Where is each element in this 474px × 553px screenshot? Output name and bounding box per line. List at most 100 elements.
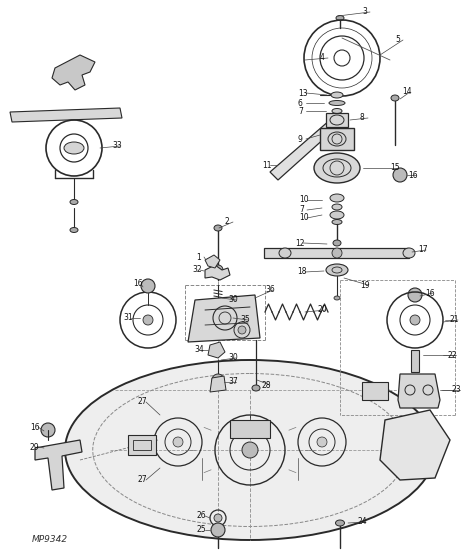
Polygon shape	[380, 410, 450, 480]
Text: 30: 30	[228, 353, 238, 363]
Text: 16: 16	[30, 422, 40, 431]
Ellipse shape	[314, 153, 360, 183]
Text: 32: 32	[192, 265, 201, 274]
Text: 13: 13	[298, 88, 308, 97]
Bar	[326, 113, 348, 127]
Text: 2: 2	[225, 217, 230, 227]
Text: 17: 17	[418, 246, 428, 254]
Ellipse shape	[330, 211, 344, 219]
Text: 27: 27	[138, 398, 147, 406]
Ellipse shape	[330, 194, 344, 202]
Polygon shape	[270, 120, 336, 180]
Text: MP9342: MP9342	[32, 535, 68, 545]
Text: 8: 8	[360, 113, 365, 123]
Circle shape	[212, 374, 224, 386]
Text: 7: 7	[298, 107, 303, 116]
Text: 12: 12	[295, 238, 304, 248]
Text: 6: 6	[298, 98, 303, 107]
Polygon shape	[52, 55, 95, 90]
Text: 19: 19	[360, 280, 370, 290]
Text: 7: 7	[299, 206, 304, 215]
Ellipse shape	[391, 95, 399, 101]
Text: 10: 10	[299, 196, 309, 205]
Circle shape	[242, 442, 258, 458]
Ellipse shape	[64, 142, 84, 154]
Circle shape	[173, 437, 183, 447]
Ellipse shape	[332, 220, 342, 225]
Ellipse shape	[332, 204, 342, 210]
Text: 36: 36	[265, 285, 275, 295]
Ellipse shape	[329, 101, 345, 106]
Text: 16: 16	[425, 289, 435, 298]
Text: 33: 33	[112, 142, 122, 150]
Text: 29: 29	[30, 442, 40, 451]
Text: 28: 28	[262, 380, 272, 389]
Ellipse shape	[65, 360, 435, 540]
Text: 11: 11	[262, 160, 272, 170]
Bar	[264, 248, 409, 258]
Ellipse shape	[214, 225, 222, 231]
Bar	[128, 435, 156, 455]
Bar	[320, 128, 354, 150]
Circle shape	[238, 326, 246, 334]
Circle shape	[393, 168, 407, 182]
Polygon shape	[208, 342, 225, 358]
Circle shape	[213, 265, 223, 275]
Text: 1: 1	[196, 253, 201, 262]
Text: 9: 9	[298, 134, 303, 143]
Circle shape	[143, 315, 153, 325]
Text: 10: 10	[299, 213, 309, 222]
Circle shape	[141, 279, 155, 293]
Ellipse shape	[70, 227, 78, 232]
Text: 21: 21	[450, 316, 459, 325]
Text: 18: 18	[297, 268, 307, 276]
Bar	[133, 440, 151, 450]
Text: 5: 5	[395, 35, 400, 44]
Circle shape	[41, 423, 55, 437]
Text: 34: 34	[194, 346, 204, 354]
Polygon shape	[205, 265, 230, 280]
Text: 4: 4	[320, 54, 325, 62]
Ellipse shape	[403, 248, 415, 258]
Circle shape	[332, 248, 342, 258]
Polygon shape	[10, 108, 122, 122]
Polygon shape	[398, 374, 440, 408]
Ellipse shape	[279, 248, 291, 258]
Text: 14: 14	[402, 87, 411, 97]
Text: 23: 23	[452, 385, 462, 394]
Text: 20: 20	[318, 305, 328, 315]
Bar	[362, 382, 388, 400]
Text: 16: 16	[408, 170, 418, 180]
Text: 31: 31	[123, 314, 133, 322]
Text: 30: 30	[228, 295, 238, 305]
Text: 3: 3	[362, 8, 367, 17]
Circle shape	[211, 523, 225, 537]
Polygon shape	[210, 376, 226, 392]
Polygon shape	[35, 440, 82, 490]
Ellipse shape	[333, 240, 341, 246]
Text: 24: 24	[358, 518, 368, 526]
Text: 16: 16	[133, 279, 143, 289]
Polygon shape	[188, 295, 260, 342]
Ellipse shape	[331, 92, 343, 98]
Circle shape	[317, 437, 327, 447]
Text: 26: 26	[197, 512, 207, 520]
Text: 35: 35	[240, 316, 250, 325]
Text: 22: 22	[448, 351, 457, 359]
Circle shape	[214, 514, 222, 522]
Ellipse shape	[336, 520, 345, 526]
Circle shape	[410, 315, 420, 325]
Text: 37: 37	[228, 378, 238, 387]
Ellipse shape	[332, 108, 342, 113]
Ellipse shape	[334, 296, 340, 300]
Ellipse shape	[252, 385, 260, 391]
Text: 15: 15	[390, 164, 400, 173]
Bar	[411, 350, 419, 372]
Text: 25: 25	[197, 525, 207, 535]
Ellipse shape	[70, 200, 78, 205]
Text: 27: 27	[138, 476, 147, 484]
Ellipse shape	[336, 15, 344, 20]
Ellipse shape	[326, 264, 348, 276]
Bar	[230, 420, 270, 438]
Circle shape	[408, 288, 422, 302]
